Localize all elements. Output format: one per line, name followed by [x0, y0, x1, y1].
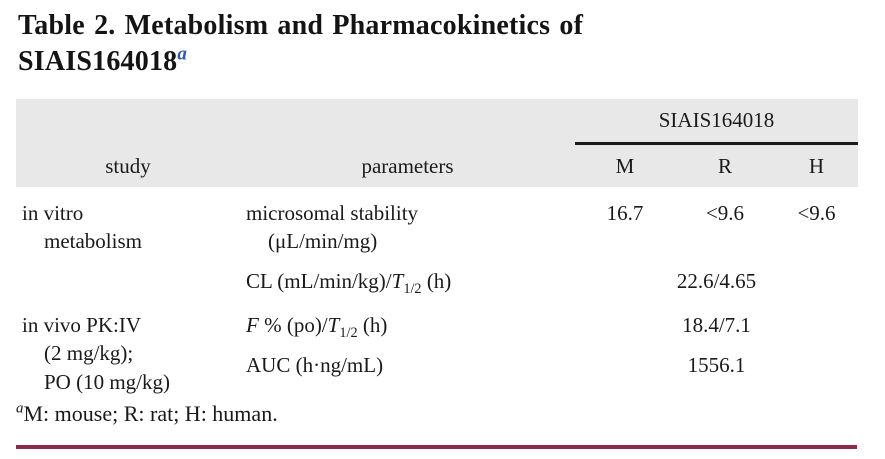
- value-auc: 1556.1: [687, 353, 746, 378]
- value-rat-microsomal: <9.6: [705, 201, 745, 226]
- parameter-symbol-T: T: [327, 313, 340, 338]
- column-header-rat: R: [717, 153, 732, 178]
- column-group-header: SIAIS164018: [575, 99, 858, 146]
- footnote-marker: a: [16, 400, 24, 417]
- study-line: (2 mg/kg);: [44, 341, 134, 366]
- value-cl-halflife: 22.6/4.65: [676, 269, 757, 294]
- parameter-symbol-F: F: [246, 313, 259, 338]
- study-cell-in-vivo-pk: in vivo PK:IV (2 mg/kg); PO (10 mg/kg): [16, 311, 240, 396]
- column-header-parameters: parameters: [361, 153, 454, 178]
- value-human-microsomal: <9.6: [797, 201, 836, 226]
- table-title-line1: Table 2. Metabolism and Pharmacokinetics…: [18, 10, 584, 41]
- parameter-cell-auc: AUC (h·ng/mL): [246, 353, 384, 378]
- parameter-line: (μL/min/mg): [268, 229, 378, 254]
- value-mouse-microsomal: 16.7: [606, 201, 644, 226]
- table-header: SIAIS164018 study parameters M R H: [16, 99, 858, 188]
- table-title-footnote-marker: a: [177, 43, 188, 65]
- parameter-text: (h): [357, 313, 388, 338]
- column-group-label: SIAIS164018: [658, 108, 775, 133]
- footnote-rule: [16, 445, 857, 450]
- value-f-halflife: 18.4/7.1: [682, 313, 751, 338]
- table-body: in vitro metabolism microsomal stability…: [16, 187, 858, 396]
- parameter-text: (h): [421, 269, 452, 294]
- parameter-subscript: 1/2: [339, 325, 358, 342]
- parameter-subscript: 1/2: [403, 281, 422, 298]
- table-title: Table 2. Metabolism and Pharmacokinetics…: [18, 8, 867, 79]
- footnote-text: M: mouse; R: rat; H: human.: [23, 401, 278, 427]
- study-line: metabolism: [44, 229, 142, 254]
- parameter-cell-f-halflife: F % (po)/T1/2 (h): [240, 311, 575, 342]
- study-line: PO (10 mg/kg): [44, 369, 170, 394]
- parameter-line: microsomal stability: [246, 201, 419, 226]
- parameter-symbol-T: T: [391, 269, 404, 294]
- table-footnote: aM: mouse; R: rat; H: human.: [16, 401, 885, 427]
- parameter-cell-microsomal-stability: microsomal stability (μL/min/mg): [240, 199, 575, 256]
- pk-table: SIAIS164018 study parameters M R H in vi…: [16, 99, 858, 396]
- parameter-text: CL (mL/min/kg)/: [246, 269, 392, 294]
- study-cell-in-vitro: in vitro metabolism: [16, 199, 240, 256]
- column-header-mouse: M: [615, 153, 635, 178]
- study-line: in vivo PK:IV: [22, 313, 142, 338]
- study-line: in vitro: [22, 201, 84, 226]
- column-header-human: H: [808, 153, 825, 178]
- table-title-line2: SIAIS164018: [18, 45, 178, 77]
- column-header-study: study: [105, 153, 151, 178]
- parameter-text: % (po)/: [258, 313, 328, 338]
- parameter-cell-cl-halflife: CL (mL/min/kg)/T1/2 (h): [240, 267, 575, 298]
